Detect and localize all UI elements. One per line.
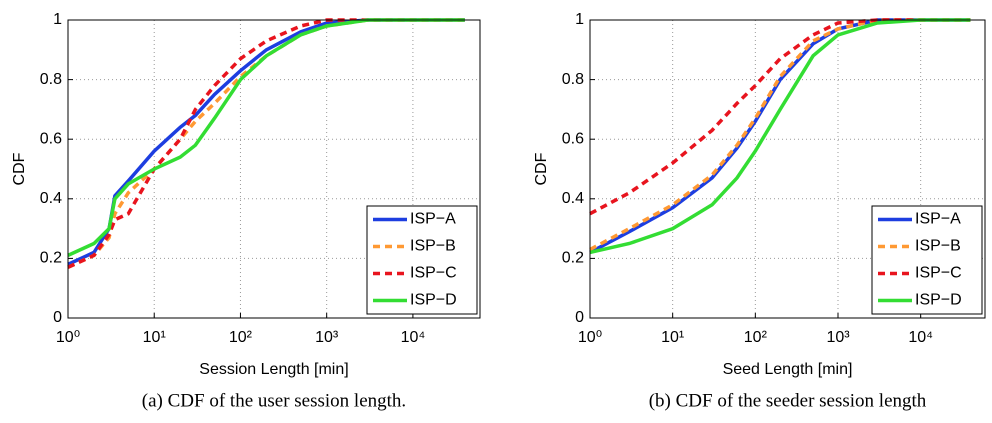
y-tick-label: 0.6	[40, 130, 62, 147]
y-tick-label: 0	[53, 309, 62, 326]
x-axis-label: Session Length [min]	[199, 361, 348, 378]
x-tick-label: 10⁰	[578, 329, 602, 346]
y-axis-label: CDF	[533, 152, 550, 185]
caption: (a) CDF of the user session length.	[142, 390, 406, 411]
y-tick-label: 0.2	[562, 250, 584, 267]
plot-frame	[67, 19, 481, 319]
legend-label: ISP−B	[915, 238, 961, 255]
y-tick-label: 0	[575, 309, 584, 326]
caption: (b) CDF of the seeder session length	[649, 390, 927, 411]
legend-box	[366, 205, 478, 315]
y-tick-label: 0.8	[40, 71, 62, 88]
y-tick-label: 1	[575, 11, 584, 28]
y-tick-label: 0.2	[40, 250, 62, 267]
y-tick-label: 0.4	[562, 190, 584, 207]
series-line	[67, 18, 465, 257]
legend-label: ISP−A	[915, 211, 961, 228]
y-tick-label: 0.8	[562, 71, 584, 88]
legend-label: ISP−A	[410, 211, 456, 228]
y-tick-label: 0.6	[562, 130, 584, 147]
plot-frame	[589, 19, 986, 319]
x-axis-label: Seed Length [min]	[723, 361, 853, 378]
legend-label: ISP−D	[915, 292, 962, 309]
y-tick-label: 1	[53, 11, 62, 28]
x-tick-label: 10⁴	[908, 329, 933, 346]
legend-box	[871, 205, 983, 315]
x-tick-label: 10²	[744, 329, 768, 346]
series-line	[589, 18, 971, 255]
x-tick-label: 10³	[826, 329, 850, 346]
y-tick-label: 0.4	[40, 190, 62, 207]
x-tick-label: 10¹	[143, 329, 166, 346]
legend-label: ISP−D	[410, 292, 457, 309]
x-tick-label: 10²	[229, 329, 253, 346]
legend-label: ISP−C	[915, 265, 962, 282]
x-tick-label: 10⁰	[56, 329, 80, 346]
series-line	[67, 18, 465, 269]
x-tick-label: 10¹	[661, 329, 684, 346]
series-line	[589, 18, 971, 216]
x-tick-label: 10³	[315, 329, 339, 346]
y-axis-label: CDF	[11, 152, 28, 185]
x-tick-label: 10⁴	[401, 329, 426, 346]
legend-label: ISP−B	[410, 238, 456, 255]
legend-label: ISP−C	[410, 265, 457, 282]
